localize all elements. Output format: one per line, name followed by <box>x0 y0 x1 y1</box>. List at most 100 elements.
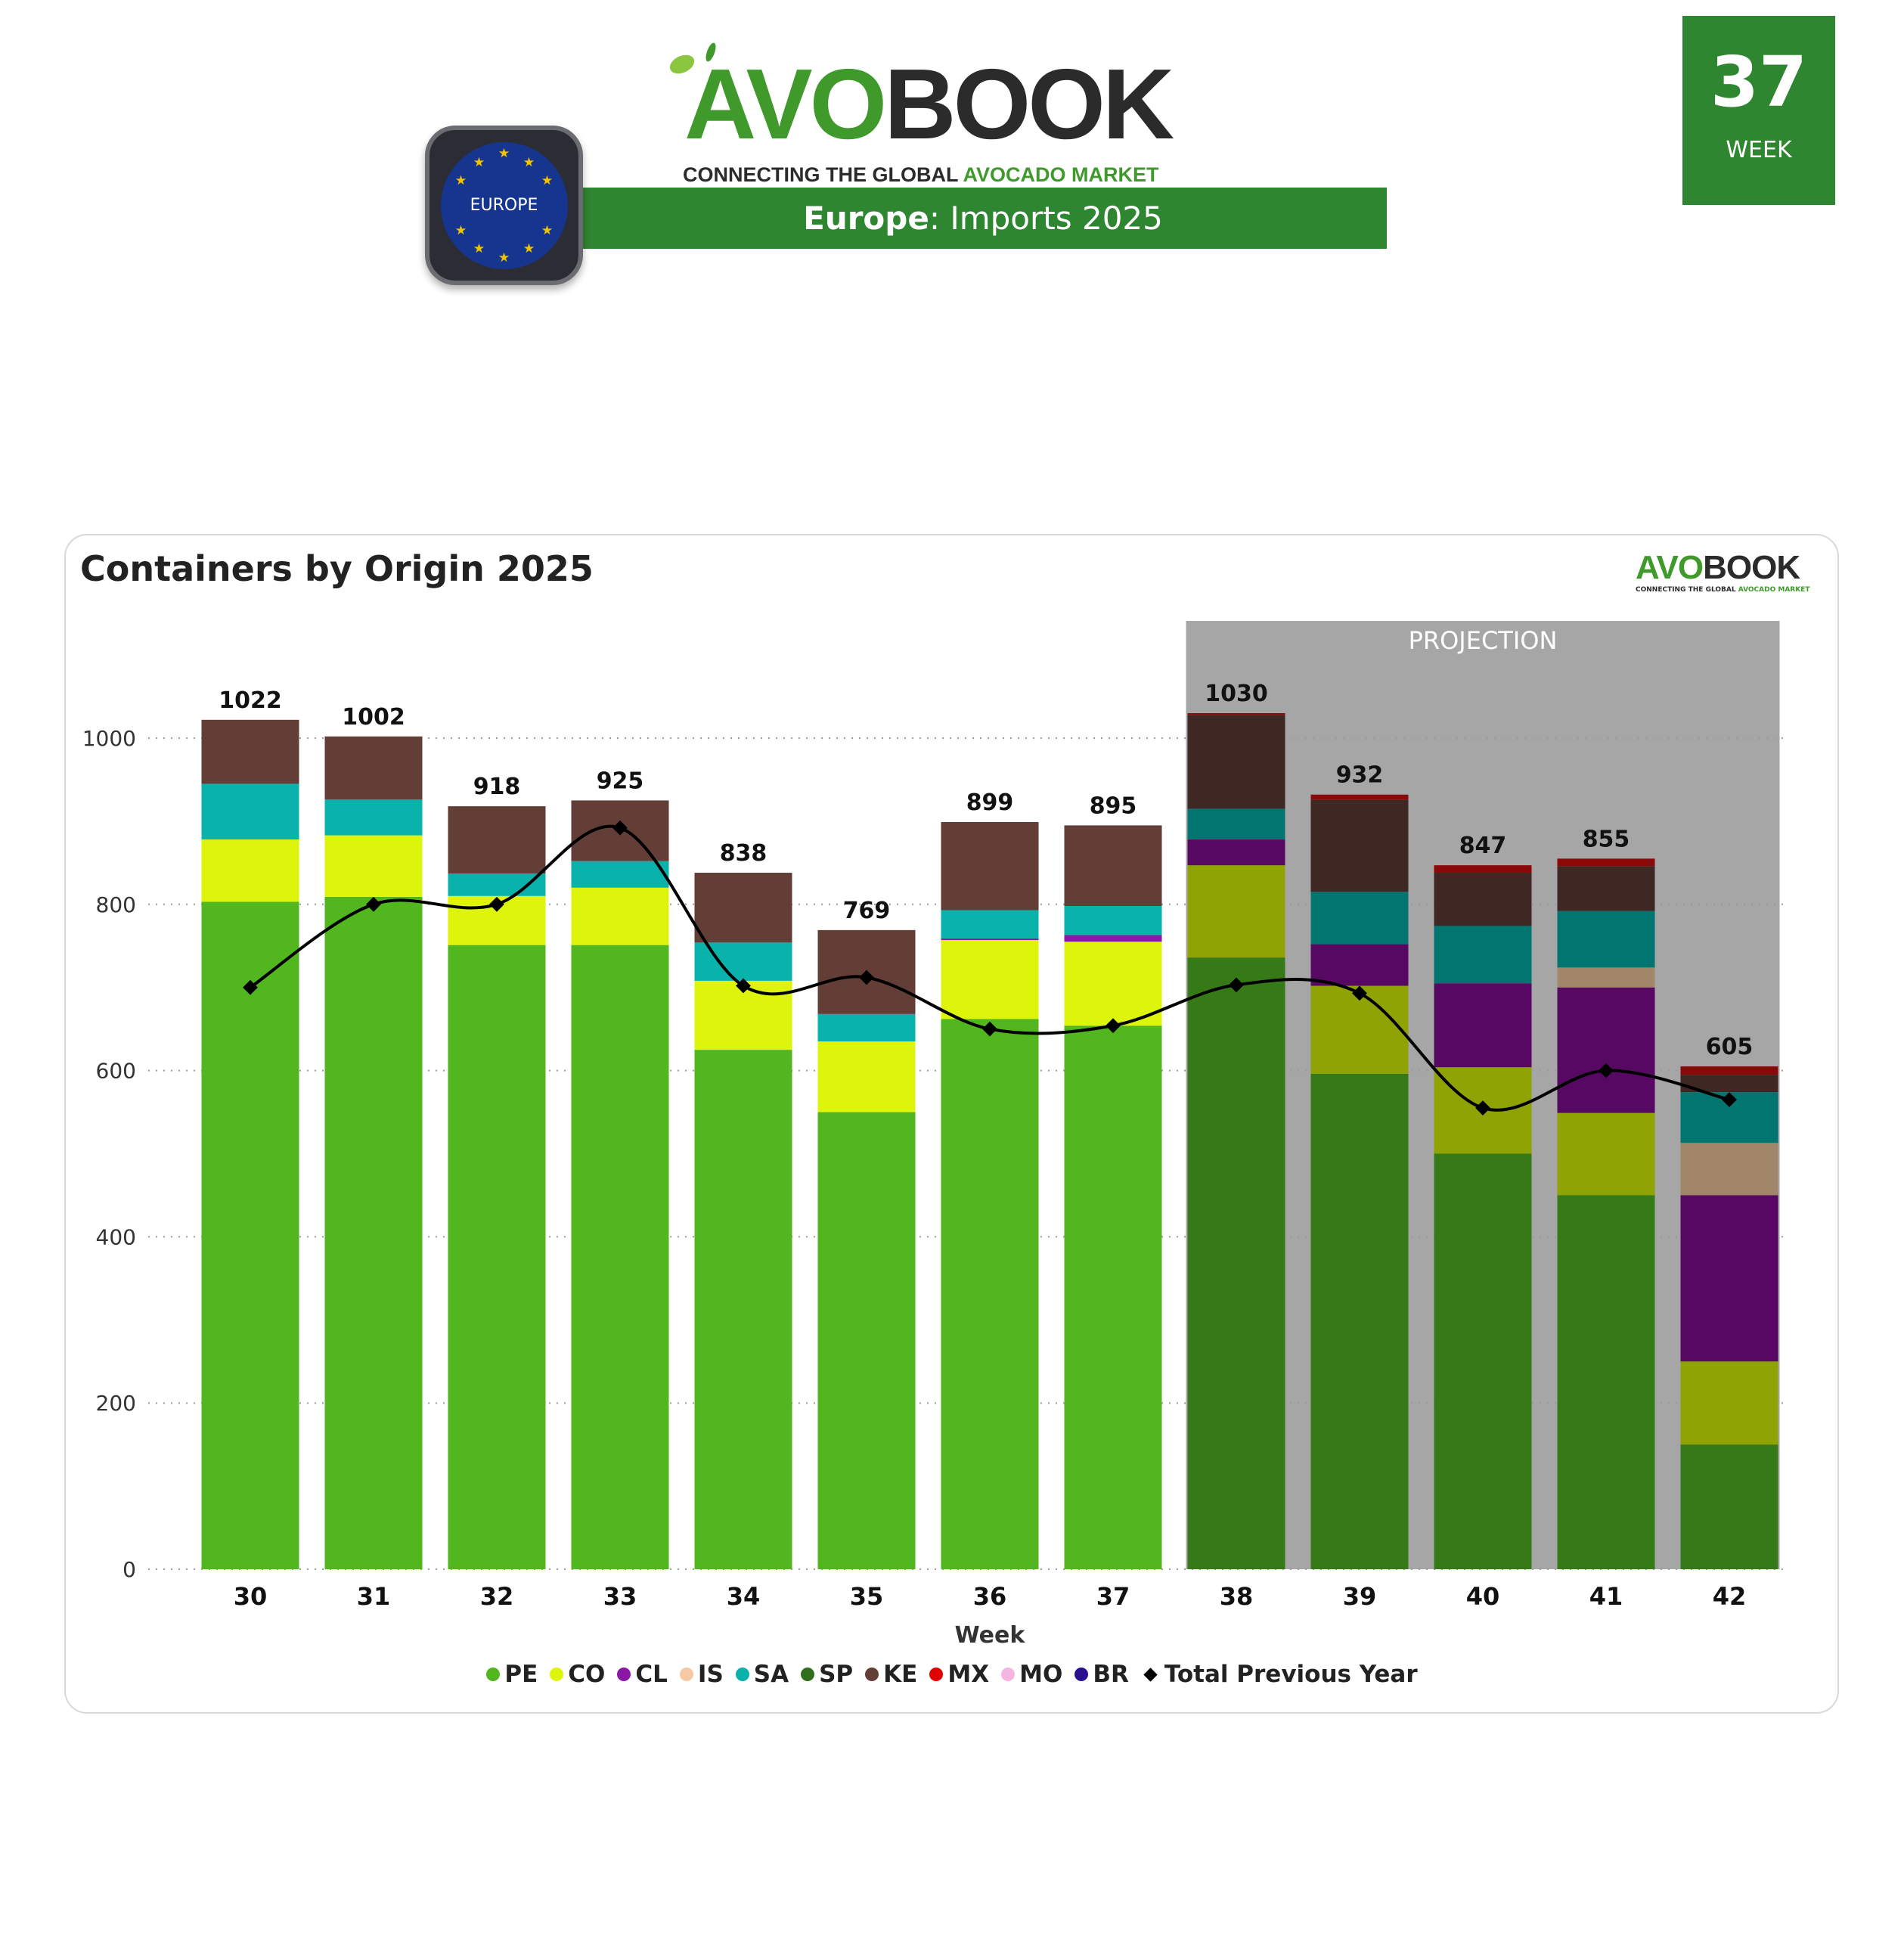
bar-segment-ke <box>324 736 423 800</box>
bar-segment-ke <box>1557 866 1655 911</box>
x-tick-label: 39 <box>1343 1582 1377 1611</box>
bar-segment-co <box>817 1041 916 1112</box>
bar-segment-pe <box>694 1050 792 1569</box>
bar-segment-sp <box>1310 1073 1409 1569</box>
legend-diamond-icon <box>1143 1667 1158 1682</box>
bar-segment-sp <box>1680 1444 1778 1569</box>
total-label: 925 <box>597 768 644 794</box>
legend-item: CO <box>550 1661 605 1688</box>
legend-item: SP <box>801 1661 853 1688</box>
bar-segment-sa <box>1187 808 1285 840</box>
legend-label: CO <box>568 1661 606 1688</box>
x-tick-label: 41 <box>1589 1582 1623 1611</box>
mini-tagline-dark: CONNECTING THE GLOBAL <box>1636 586 1738 594</box>
previous-year-marker <box>243 979 258 995</box>
bar-segment-sp <box>1557 1195 1655 1569</box>
previous-year-marker <box>1475 1100 1490 1115</box>
bar-segment-pe <box>571 945 669 1569</box>
x-tick-label: 32 <box>480 1582 514 1611</box>
bar-segment-cl <box>1064 935 1162 942</box>
previous-year-marker <box>859 970 874 985</box>
bar-segment-mx <box>1680 1066 1778 1075</box>
bar-segment-cl <box>1310 944 1409 986</box>
bar-segment-sa <box>324 799 423 836</box>
bar-segment-ke <box>941 821 1039 911</box>
previous-year-marker <box>982 1021 997 1037</box>
bar-segment-co <box>201 839 299 902</box>
legend-item: KE <box>865 1661 917 1688</box>
x-tick-label: 30 <box>234 1582 268 1611</box>
x-tick-label: 35 <box>850 1582 884 1611</box>
previous-year-marker <box>366 896 381 912</box>
previous-year-marker <box>612 820 628 836</box>
bar-segment-ke <box>448 806 546 874</box>
legend-label: CL <box>635 1661 668 1688</box>
legend-label: Total Previous Year <box>1164 1661 1418 1688</box>
bar-segment-co <box>1187 865 1285 958</box>
bar-segment-sp <box>1187 957 1285 1569</box>
legend-label: IS <box>697 1661 724 1688</box>
y-tick-label: 1000 <box>82 726 136 751</box>
previous-year-marker <box>1229 977 1244 993</box>
legend-label: SA <box>753 1661 789 1688</box>
bar-segment-sa <box>817 1013 916 1042</box>
tagline-green: AVOCADO MARKET <box>963 163 1159 186</box>
bar-segment-sa <box>1434 926 1532 984</box>
chart-card <box>64 534 1839 1714</box>
previous-year-marker <box>489 896 504 912</box>
legend-dot-icon <box>550 1668 564 1681</box>
total-label: 605 <box>1706 1034 1754 1060</box>
previous-year-marker <box>1599 1063 1614 1078</box>
bar-segment-ke <box>1064 825 1162 906</box>
legend-dot-icon <box>1074 1668 1089 1681</box>
x-tick-label: 40 <box>1466 1582 1500 1611</box>
legend-label: KE <box>883 1661 918 1688</box>
bar-segment-mx <box>1434 865 1532 873</box>
banner-title: : Imports 2025 <box>929 200 1163 237</box>
legend-dot-icon <box>801 1668 815 1681</box>
legend-item: MO <box>1001 1661 1062 1688</box>
x-tick-label: 34 <box>727 1582 761 1611</box>
x-tick-label: 31 <box>357 1582 391 1611</box>
bar-segment-cl <box>1187 839 1285 866</box>
y-tick-label: 200 <box>96 1391 136 1416</box>
banner-region: Europe <box>803 200 929 237</box>
bar-segment-is <box>1680 1143 1778 1196</box>
total-label: 918 <box>473 774 521 800</box>
legend-label: MO <box>1019 1661 1063 1688</box>
total-label: 932 <box>1336 762 1384 789</box>
bar-segment-sa <box>1310 892 1409 945</box>
legend-label: SP <box>819 1661 854 1688</box>
total-label: 847 <box>1459 833 1507 859</box>
bar-segment-co <box>324 835 423 897</box>
week-label: WEEK <box>1726 137 1792 163</box>
bar-segment-pe <box>1064 1025 1162 1569</box>
legend-dot-icon <box>865 1668 879 1681</box>
legend-label: MX <box>947 1661 990 1688</box>
bar-segment-sa <box>1557 911 1655 968</box>
legend-item: BR <box>1074 1661 1129 1688</box>
legend-item: PE <box>486 1661 538 1688</box>
logo-tagline: CONNECTING THE GLOBAL AVOCADO MARKET <box>683 163 1159 186</box>
bar-segment-co <box>1557 1112 1655 1196</box>
total-label: 769 <box>843 898 891 924</box>
previous-year-marker <box>1722 1092 1737 1107</box>
bar-segment-co <box>1680 1361 1778 1445</box>
x-axis-title: Week <box>955 1622 1026 1649</box>
x-tick-label: 33 <box>603 1582 637 1611</box>
bar-segment-ke <box>1187 715 1285 809</box>
bar-segment-cl <box>1434 983 1532 1068</box>
week-number: 37 <box>1710 42 1808 123</box>
x-tick-label: 36 <box>973 1582 1007 1611</box>
total-label: 895 <box>1090 793 1137 819</box>
total-label: 1022 <box>219 687 282 714</box>
legend-item: IS <box>679 1661 724 1688</box>
previous-year-marker <box>1352 985 1367 1001</box>
bar-segment-mx <box>1187 713 1285 715</box>
y-tick-label: 0 <box>122 1557 136 1582</box>
previous-year-marker <box>1105 1018 1121 1034</box>
y-tick-label: 600 <box>96 1059 136 1084</box>
bar-segment-cl <box>941 938 1039 941</box>
avobook-logo: AVOBOOK CONNECTING THE GLOBAL AVOCADO MA… <box>666 42 1229 194</box>
bar-segment-co <box>1064 942 1162 1026</box>
